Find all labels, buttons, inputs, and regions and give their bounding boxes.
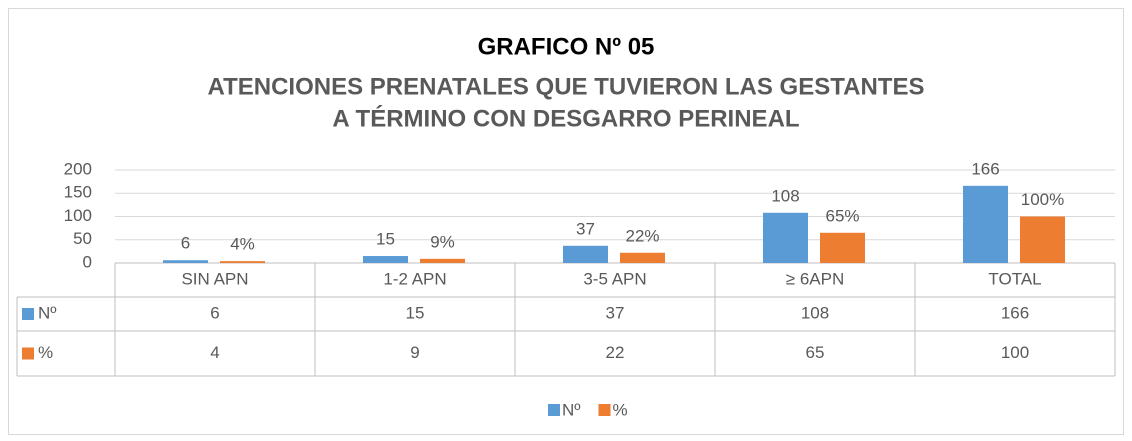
x-tick-label: TOTAL [988, 269, 1041, 288]
data-label: 15 [376, 230, 395, 249]
data-label: 22% [625, 226, 659, 245]
table-legend-key [22, 347, 34, 360]
legend-key [548, 404, 560, 416]
data-label: 9% [430, 232, 455, 251]
table-cell: 15 [406, 303, 425, 322]
bar [820, 232, 865, 263]
chart-border [8, 8, 1124, 435]
bar [420, 258, 465, 263]
legend-label: Nº [562, 400, 581, 419]
table-cell: 100 [1001, 343, 1029, 362]
x-tick-label: ≥ 6APN [786, 269, 844, 288]
table-row-label: % [38, 343, 53, 362]
bar [763, 212, 808, 263]
table-cell: 166 [1001, 303, 1029, 322]
legend-key [598, 404, 611, 416]
bar [963, 185, 1008, 263]
table-cell: 65 [806, 343, 825, 362]
data-label: 6 [181, 234, 190, 253]
data-label: 37 [576, 219, 595, 238]
bar [163, 260, 208, 263]
bar [1020, 216, 1065, 263]
table-cell: 9 [410, 343, 419, 362]
y-tick-label: 0 [83, 252, 92, 271]
data-label: 108 [771, 186, 799, 205]
y-tick-label: 100 [64, 206, 92, 225]
y-tick-label: 150 [64, 183, 92, 202]
y-tick-label: 200 [64, 159, 92, 178]
table-cell: 108 [801, 303, 829, 322]
table-cell: 4 [210, 343, 219, 362]
data-label: 65% [825, 206, 859, 225]
chart-title: GRAFICO Nº 05 [478, 33, 655, 60]
x-tick-label: 3-5 APN [583, 269, 646, 288]
table-cell: 6 [210, 303, 219, 322]
bar [220, 261, 265, 263]
bar [563, 245, 608, 263]
x-tick-label: 1-2 APN [383, 269, 446, 288]
table-legend-key [22, 308, 34, 320]
table-cell: 37 [606, 303, 625, 322]
chart-subtitle: ATENCIONES PRENATALES QUE TUVIERON LAS G… [208, 73, 925, 100]
bar [620, 252, 665, 263]
table-row-label: Nº [38, 303, 57, 322]
legend-label: % [613, 400, 628, 419]
data-label: 4% [230, 235, 255, 254]
y-tick-label: 50 [73, 229, 92, 248]
chart-subtitle: A TÉRMINO CON DESGARRO PERINEAL [332, 104, 799, 132]
data-label: 100% [1021, 190, 1064, 209]
bar [363, 256, 408, 263]
x-tick-label: SIN APN [181, 269, 248, 288]
data-label: 166 [971, 159, 999, 178]
table-cell: 22 [606, 343, 625, 362]
